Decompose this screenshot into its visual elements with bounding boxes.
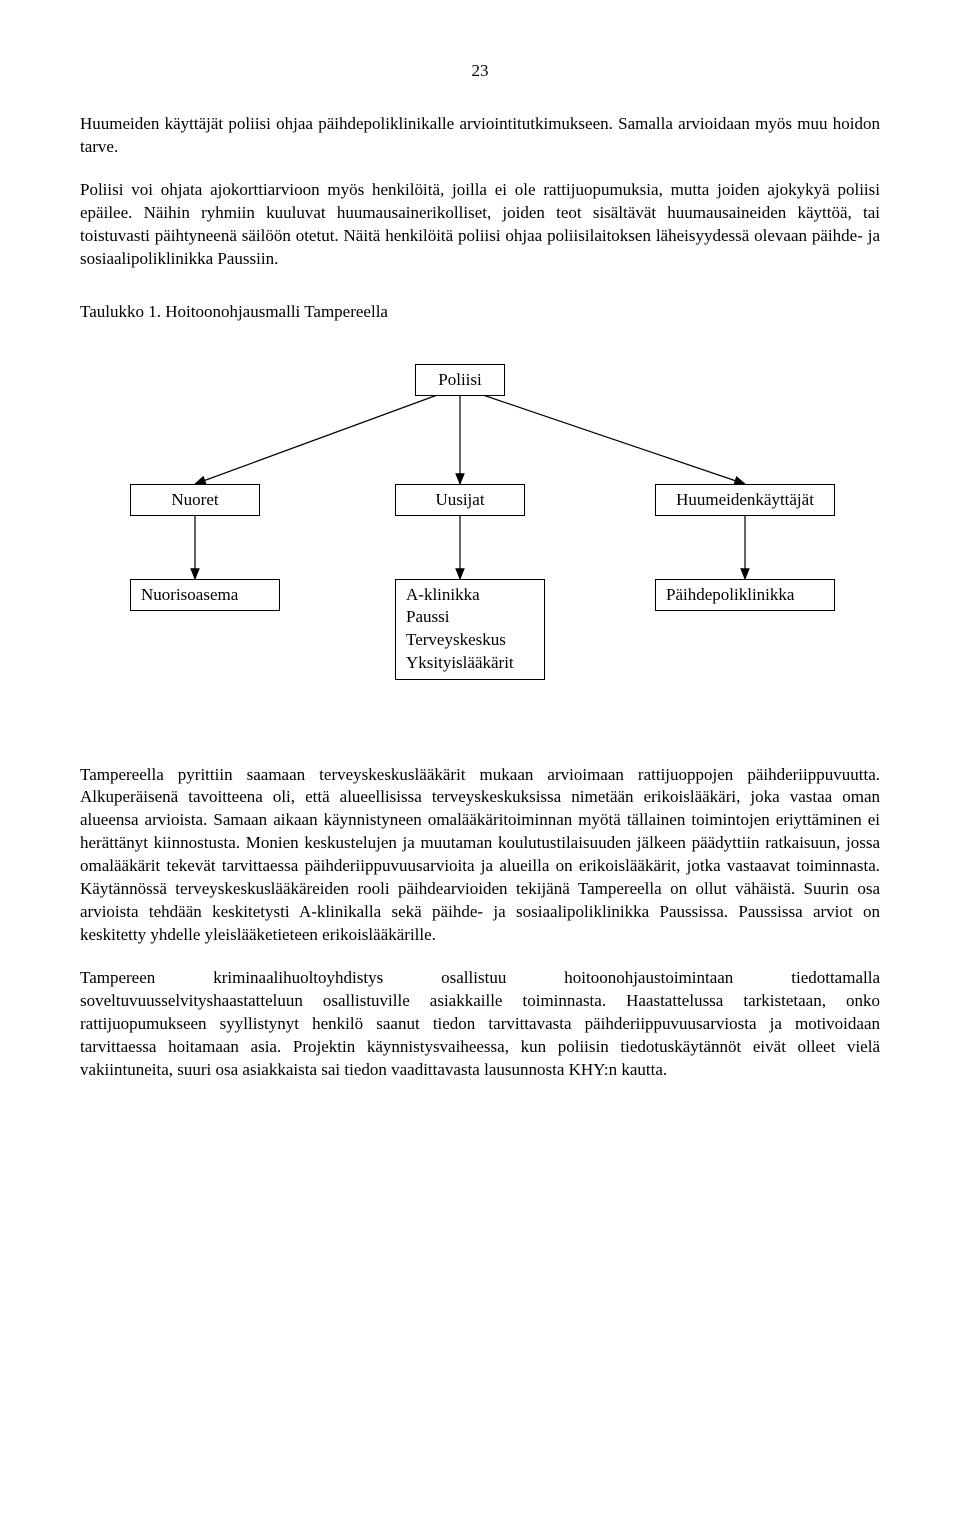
- box-paihdepoliklinikka: Päihdepoliklinikka: [655, 579, 835, 612]
- page-number: 23: [80, 60, 880, 83]
- paragraph-1: Huumeiden käyttäjät poliisi ohjaa päihde…: [80, 113, 880, 159]
- paragraph-4: Tampereen kriminaalihuoltoyhdistys osall…: [80, 967, 880, 1082]
- paragraph-2: Poliisi voi ohjata ajokorttiarvioon myös…: [80, 179, 880, 271]
- paragraph-3: Tampereella pyrittiin saamaan terveyskes…: [80, 764, 880, 948]
- table-caption: Taulukko 1. Hoitoonohjausmalli Tampereel…: [80, 301, 880, 324]
- box-a-klinikka-line3: Terveyskeskus: [406, 629, 534, 652]
- box-a-klinikka: A-klinikka Paussi Terveyskeskus Yksityis…: [395, 579, 545, 681]
- box-huumeidenkayttajat: Huumeidenkäyttäjät: [655, 484, 835, 517]
- box-nuorisoasema: Nuorisoasema: [130, 579, 280, 612]
- box-a-klinikka-line1: A-klinikka: [406, 584, 534, 607]
- box-nuoret: Nuoret: [130, 484, 260, 517]
- box-a-klinikka-line4: Yksityislääkärit: [406, 652, 534, 675]
- box-uusijat: Uusijat: [395, 484, 525, 517]
- treatment-referral-diagram: Poliisi Nuoret Uusijat Huumeidenkäyttäjä…: [80, 364, 880, 724]
- box-a-klinikka-line2: Paussi: [406, 606, 534, 629]
- box-poliisi: Poliisi: [415, 364, 505, 397]
